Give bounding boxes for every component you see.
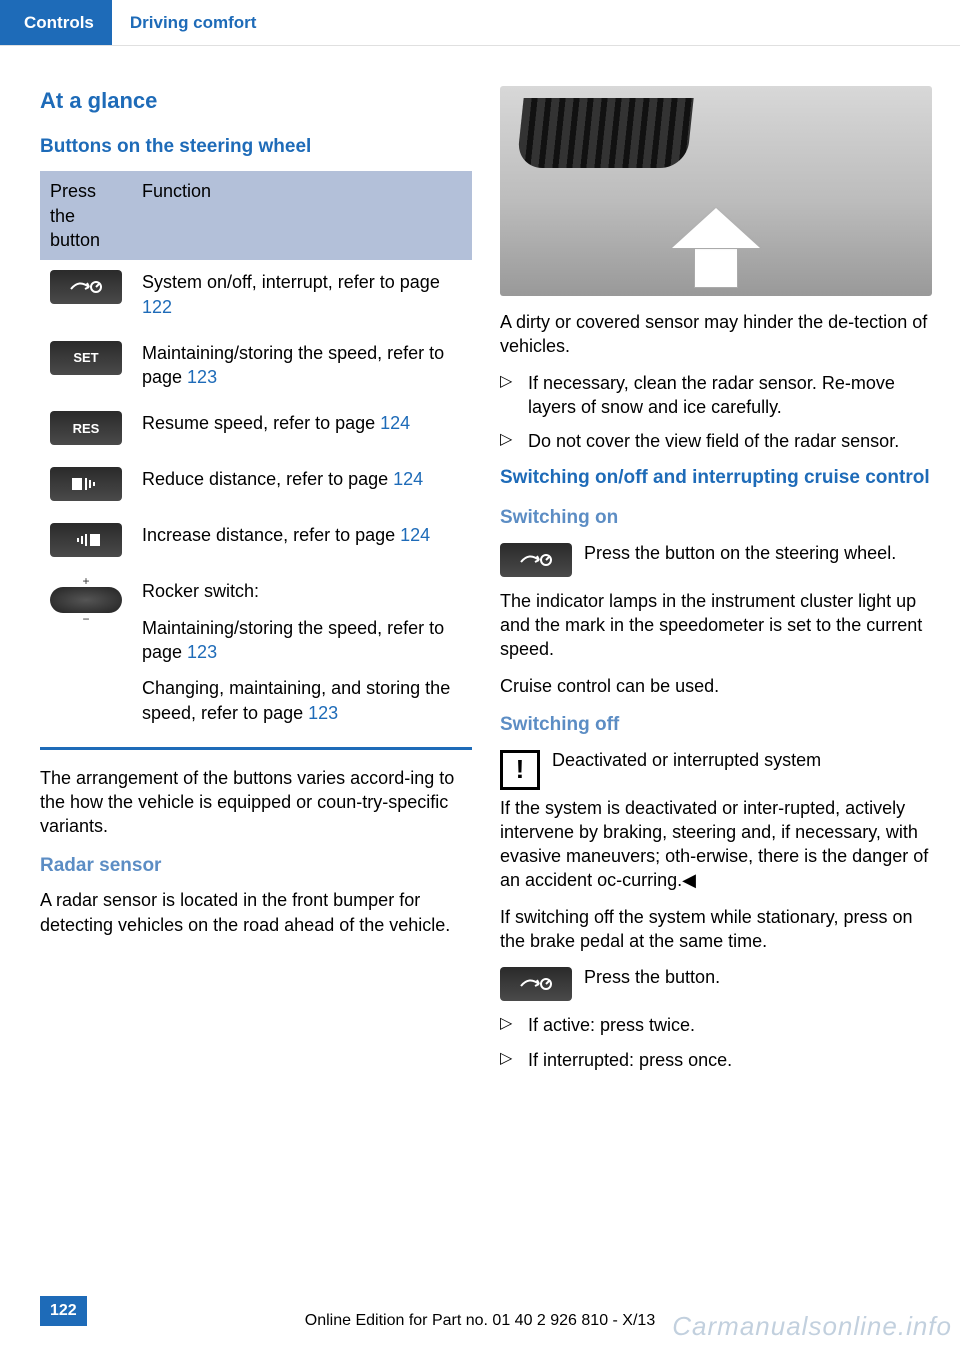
cell-function: Maintaining/storing the speed, refer to …	[132, 331, 472, 402]
tab-driving-comfort[interactable]: Driving comfort	[112, 0, 275, 45]
bullet-list-off: If active: press twice. If interrupted: …	[500, 1013, 932, 1072]
page-link[interactable]: 124	[380, 413, 410, 433]
cell-function: Resume speed, refer to page 124	[132, 401, 472, 457]
table-row: System on/off, interrupt, refer to page …	[40, 260, 472, 331]
page-link[interactable]: 123	[187, 642, 217, 662]
rocker-line3: Changing, maintaining, and storing the s…	[142, 676, 462, 725]
heading-switching-off: Switching off	[500, 712, 932, 738]
res-icon: RES	[50, 411, 122, 445]
bumper-image	[500, 86, 932, 296]
func-text: System on/off, interrupt, refer to page	[142, 272, 440, 292]
warning-row: ! Deactivated or interrupted system	[500, 748, 932, 790]
table-row: RES Resume speed, refer to page 124	[40, 401, 472, 457]
switching-on-row: Press the button on the steering wheel.	[500, 541, 932, 577]
rocker-line1: Rocker switch:	[142, 579, 462, 603]
page: Controls Driving comfort At a glance But…	[0, 0, 960, 1362]
increase-distance-icon	[50, 523, 122, 557]
para-radar: A radar sensor is located in the front b…	[40, 888, 472, 937]
heading-switching-onoff: Switching on/off and interrupting cruise…	[500, 465, 932, 491]
th-function: Function	[132, 171, 472, 260]
list-item: If necessary, clean the radar sensor. Re…	[500, 371, 932, 420]
th-press-button: Press the button	[40, 171, 132, 260]
func-text: Resume speed, refer to page	[142, 413, 380, 433]
para-dirty-sensor: A dirty or covered sensor may hinder the…	[500, 310, 932, 359]
switching-on-text: Press the button on the steering wheel.	[584, 541, 896, 565]
cruise-icon	[500, 967, 572, 1001]
page-link[interactable]: 124	[400, 525, 430, 545]
func-text: Reduce distance, refer to page	[142, 469, 393, 489]
table-row-rocker: Rocker switch: Maintaining/storing the s…	[40, 569, 472, 740]
cell-function: Increase distance, refer to page 124	[132, 513, 472, 569]
left-column: At a glance Buttons on the steering whee…	[40, 86, 472, 1084]
page-link[interactable]: 122	[142, 297, 172, 317]
cell-function: System on/off, interrupt, refer to page …	[132, 260, 472, 331]
tab-controls[interactable]: Controls	[0, 0, 112, 45]
rocker-line2: Maintaining/storing the speed, refer to …	[142, 616, 462, 665]
rocker-switch-icon	[50, 587, 122, 613]
warning-title: Deactivated or interrupted system	[552, 748, 821, 772]
page-link[interactable]: 124	[393, 469, 423, 489]
page-link[interactable]: 123	[187, 367, 217, 387]
switching-off-row: Press the button.	[500, 965, 932, 1001]
arrow-up-icon	[672, 208, 760, 288]
table-row: SET Maintaining/storing the speed, refer…	[40, 331, 472, 402]
cell-function: Rocker switch: Maintaining/storing the s…	[132, 569, 472, 740]
heading-switching-on: Switching on	[500, 505, 932, 531]
table-row: Increase distance, refer to page 124	[40, 513, 472, 569]
right-column: A dirty or covered sensor may hinder the…	[500, 86, 932, 1084]
table-header-row: Press the button Function	[40, 171, 472, 260]
buttons-table: Press the button Function System on/off,…	[40, 171, 472, 741]
para-off-stationary: If switching off the system while statio…	[500, 905, 932, 954]
rocker-text: Changing, maintaining, and storing the s…	[142, 678, 450, 722]
cruise-icon	[50, 270, 122, 304]
set-icon: SET	[50, 341, 122, 375]
para-cruise-used: Cruise control can be used.	[500, 674, 932, 698]
func-text: Increase distance, refer to page	[142, 525, 400, 545]
para-indicator: The indicator lamps in the instrument cl…	[500, 589, 932, 662]
para-arrangement: The arrangement of the buttons varies ac…	[40, 766, 472, 839]
list-item: If active: press twice.	[500, 1013, 932, 1037]
list-item: Do not cover the view field of the radar…	[500, 429, 932, 453]
grille-graphic	[516, 98, 693, 168]
header-tabs: Controls Driving comfort	[0, 0, 960, 46]
watermark: Carmanualsonline.info	[672, 1309, 952, 1344]
heading-buttons-steering: Buttons on the steering wheel	[40, 134, 472, 160]
cell-function: Reduce distance, refer to page 124	[132, 457, 472, 513]
page-link[interactable]: 123	[308, 703, 338, 723]
list-item: If interrupted: press once.	[500, 1048, 932, 1072]
heading-radar-sensor: Radar sensor	[40, 853, 472, 879]
heading-at-a-glance: At a glance	[40, 86, 472, 116]
cruise-icon	[500, 543, 572, 577]
table-end-rule	[40, 747, 472, 750]
switching-off-text: Press the button.	[584, 965, 720, 989]
content-columns: At a glance Buttons on the steering whee…	[0, 46, 960, 1084]
warning-icon: !	[500, 750, 540, 790]
table-row: Reduce distance, refer to page 124	[40, 457, 472, 513]
bullet-list-sensor: If necessary, clean the radar sensor. Re…	[500, 371, 932, 454]
warning-body: If the system is deactivated or inter‐ru…	[500, 796, 932, 893]
reduce-distance-icon	[50, 467, 122, 501]
